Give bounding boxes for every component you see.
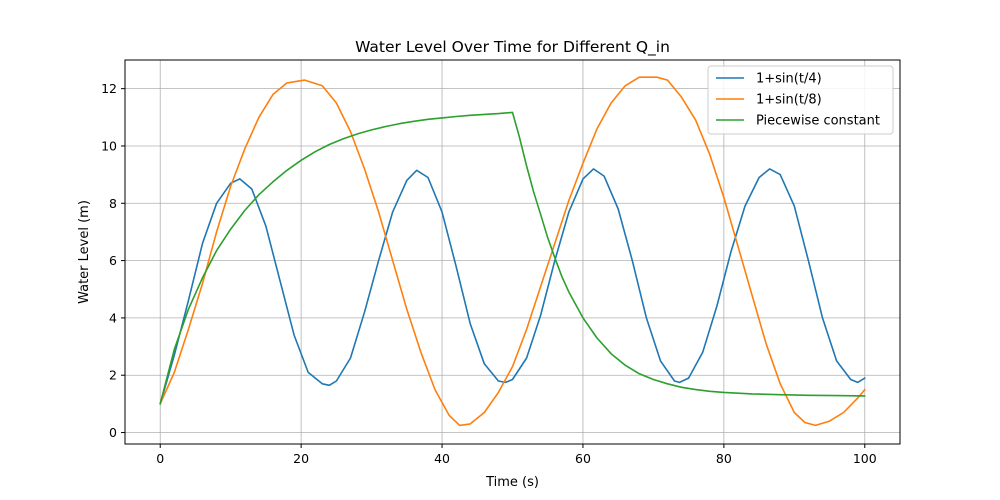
y-tick-label: 8 xyxy=(109,196,117,211)
legend-label: 1+sin(t/8) xyxy=(756,93,822,108)
y-tick-label: 6 xyxy=(109,253,117,268)
x-tick-label: 40 xyxy=(434,451,450,466)
legend: 1+sin(t/4) 1+sin(t/8) Piecewise constant xyxy=(707,65,894,135)
x-axis-label: Time (s) xyxy=(485,475,539,490)
x-tick-label: 60 xyxy=(575,451,591,466)
grid xyxy=(125,60,900,444)
plot-frame xyxy=(124,59,901,445)
legend-label: 1+sin(t/4) xyxy=(756,72,822,87)
legend-label: Piecewise constant xyxy=(756,114,880,129)
y-tick-label: 0 xyxy=(109,425,117,440)
y-tick-label: 12 xyxy=(101,81,117,96)
x-tick-label: 20 xyxy=(293,451,309,466)
x-tick-label: 0 xyxy=(156,451,164,466)
series-lines xyxy=(159,76,866,427)
chart-title: Water Level Over Time for Different Q_in xyxy=(355,38,670,57)
series-line xyxy=(159,111,866,405)
series-line xyxy=(159,168,866,405)
y-axis-label: Water Level (m) xyxy=(77,200,92,304)
y-tick-label: 4 xyxy=(109,310,117,325)
series-line xyxy=(159,76,866,427)
x-tick-label: 100 xyxy=(853,451,877,466)
y-tick-label: 10 xyxy=(101,138,117,153)
x-tick-label: 80 xyxy=(716,451,732,466)
y-tick-label: 2 xyxy=(109,368,117,383)
legend-box xyxy=(707,65,894,135)
axis-ticks: 0 20 40 60 80 100 0 2 4 6 8 10 12 xyxy=(101,81,877,466)
